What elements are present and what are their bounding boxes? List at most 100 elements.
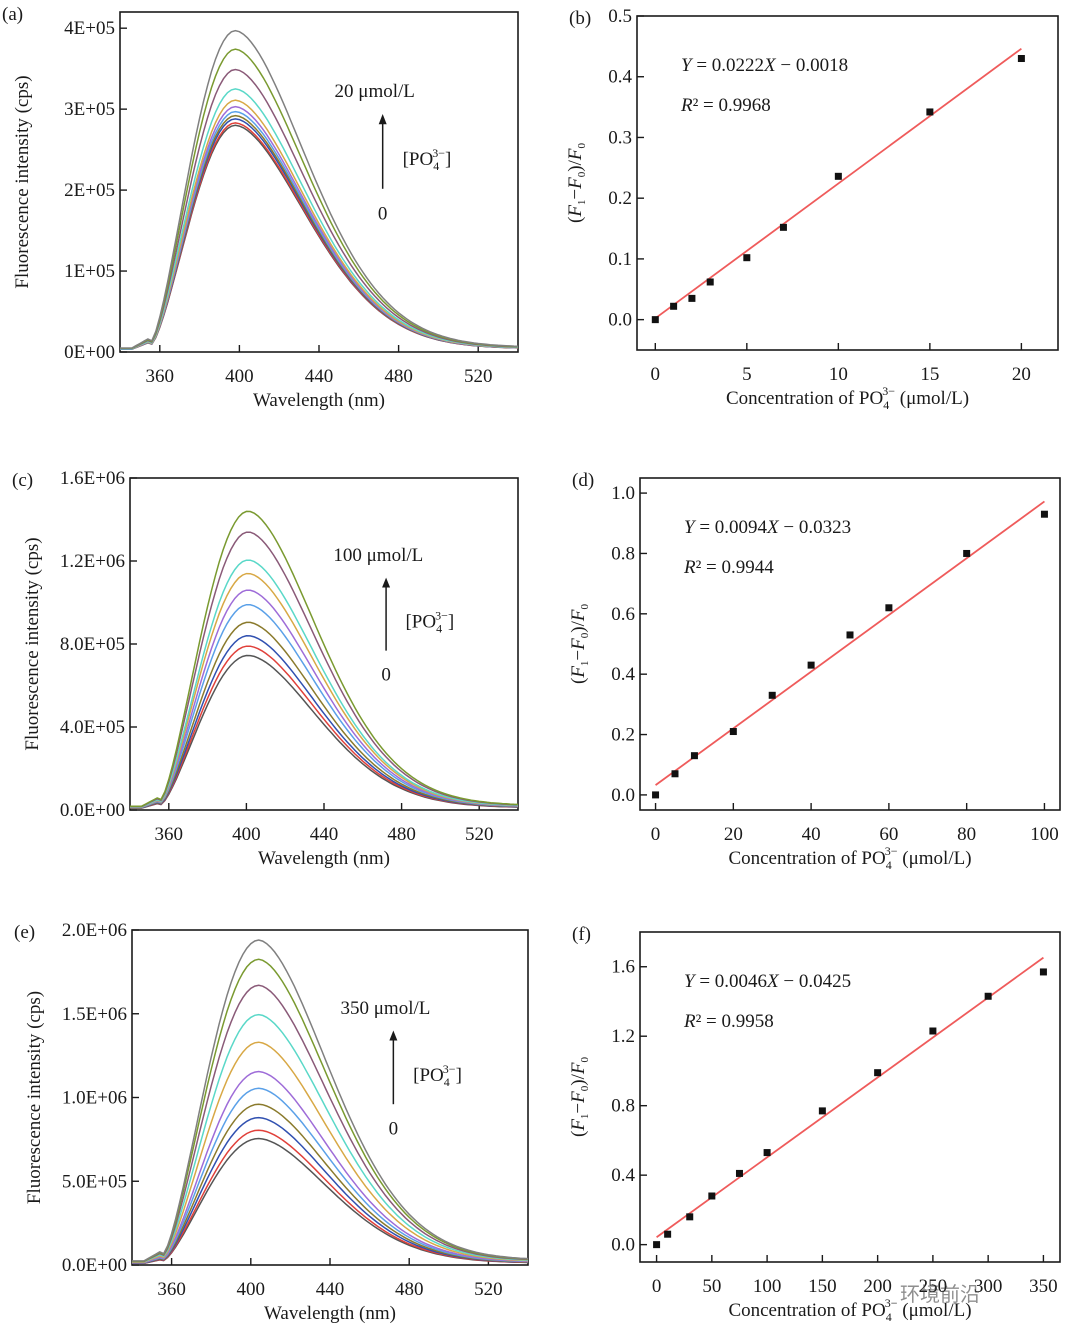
spectrum-line — [120, 68, 519, 350]
y-tick-label: 0.0 — [608, 310, 632, 331]
panel-f: (f) 0 50 100 150 200 250 300 350 0.0 0.4 0.8 1.2 1.6 C… — [568, 924, 1061, 1324]
annotation-top: 350 μmol/L — [340, 998, 430, 1019]
y-tick-label: 0E+00 — [64, 342, 115, 363]
x-tick-label: 400 — [237, 1279, 266, 1300]
spectrum-line — [130, 572, 519, 808]
x-tick-label: 480 — [387, 824, 416, 845]
fit-equation: Y = 0.0094X − 0.0323 — [684, 517, 851, 538]
data-point — [735, 1169, 743, 1177]
spectrum-line — [132, 1087, 529, 1264]
spectrum-line — [132, 1041, 529, 1263]
annotation-bottom: 0 — [389, 1118, 399, 1139]
data-point — [984, 992, 992, 1000]
annotation-bottom: 0 — [378, 203, 388, 224]
x-axis-label-units: (μmol/L) — [895, 388, 969, 409]
r-squared: R² = 0.9944 — [683, 557, 774, 578]
x-axis-label-sup: 3− — [882, 384, 895, 398]
x-tick-label: 480 — [384, 366, 413, 387]
panel-a: (a) 360 400 440 480 520 0E+00 1E+05 2E+05 3E+05 4E… — [2, 4, 519, 411]
x-tick-label: 60 — [879, 824, 898, 845]
panel-d: (d) 0 20 40 60 80 100 0.0 0.2 0.4 0.6 0.8 1.0 Concent… — [568, 470, 1061, 872]
y-tick-label: 0.3 — [608, 127, 632, 148]
x-tick-label: 80 — [957, 824, 976, 845]
y-tick-label: 0.4 — [608, 67, 632, 88]
x-axis-label-units: (μmol/L) — [898, 1300, 972, 1321]
r-squared: R² = 0.9968 — [680, 95, 771, 116]
fit-line — [656, 956, 1044, 1238]
fit-equation: Y = 0.0046X − 0.0425 — [684, 971, 851, 992]
spectrum-line — [130, 531, 519, 808]
y-tick-label: 2.0E+06 — [62, 920, 127, 941]
data-point — [652, 791, 660, 799]
spectrum-line — [130, 621, 519, 809]
x-tick-label: 40 — [802, 824, 821, 845]
plot-frame — [639, 931, 1061, 1263]
y-tick-label: 0.6 — [611, 604, 635, 625]
data-point — [874, 1069, 882, 1077]
x-tick-label: 15 — [920, 364, 939, 385]
x-tick-label: 350 — [1029, 1276, 1058, 1297]
x-axis-label-sup: 3− — [885, 1296, 898, 1310]
spectrum-line — [132, 1070, 529, 1264]
data-point — [664, 1230, 672, 1238]
x-tick-label: 250 — [919, 1276, 948, 1297]
x-tick-label: 360 — [155, 824, 184, 845]
spectrum-line — [130, 559, 519, 808]
data-point — [963, 549, 971, 557]
data-point — [834, 172, 842, 180]
fit-equation: Y = 0.0222X − 0.0018 — [681, 55, 848, 76]
y-tick-label: 0.8 — [611, 543, 635, 564]
x-tick-label: 440 — [305, 366, 334, 387]
arrow-head — [382, 577, 391, 588]
y-axis-label: Fluorescence intensity (cps) — [22, 537, 43, 750]
x-axis-label-sub: 4 — [886, 858, 892, 872]
panel-label: (a) — [2, 4, 23, 25]
y-tick-label: 1.6E+06 — [60, 468, 125, 489]
data-point — [818, 1107, 826, 1115]
y-tick-label: 0.2 — [608, 188, 632, 209]
x-axis-label-sub: 4 — [886, 1310, 892, 1324]
x-tick-label: 10 — [829, 364, 848, 385]
data-point — [670, 302, 678, 310]
y-axis-label: (F1−F0)/F0 — [565, 143, 588, 223]
r-squared: R² = 0.9958 — [683, 1011, 774, 1032]
spectrum-line — [132, 939, 529, 1262]
panel-label: (f) — [572, 924, 591, 945]
y-tick-label: 1.0 — [611, 483, 635, 504]
arrow-head — [378, 114, 387, 125]
data-point — [846, 631, 854, 639]
y-tick-label: 0.0 — [611, 1235, 635, 1256]
data-point — [651, 316, 659, 324]
y-tick-label: 1.0E+06 — [62, 1088, 127, 1109]
y-tick-label: 0.0E+00 — [60, 800, 125, 821]
data-point — [779, 223, 787, 231]
y-tick-label: 2E+05 — [64, 180, 115, 201]
x-tick-label: 5 — [742, 364, 752, 385]
x-tick-label: 0 — [652, 1276, 662, 1297]
data-point — [763, 1149, 771, 1157]
y-tick-label: 1E+05 — [64, 261, 115, 282]
data-point — [706, 278, 714, 286]
y-tick-label: 0.8 — [611, 1096, 635, 1117]
x-tick-label: 150 — [808, 1276, 837, 1297]
x-tick-label: 200 — [863, 1276, 892, 1297]
annotation-bottom: 0 — [381, 665, 391, 686]
x-tick-label: 0 — [651, 364, 661, 385]
panel-b: (b) 0 5 10 15 20 0.0 0.1 0.2 0.3 0.4 0.5 Concentrati… — [565, 6, 1059, 412]
x-tick-label: 480 — [395, 1279, 424, 1300]
spectrum-line — [132, 1103, 529, 1264]
data-point — [729, 728, 737, 736]
watermark-text: 环境前沿 — [900, 1282, 980, 1306]
x-tick-label: 520 — [474, 1279, 503, 1300]
x-tick-label: 520 — [464, 366, 493, 387]
panel-label: (b) — [569, 8, 591, 29]
x-tick-label: 50 — [702, 1276, 721, 1297]
panel-label: (d) — [572, 470, 594, 491]
panel-e: (e) 360 400 440 480 520 0.0E+00 5.0E+05 1.0E+06 1… — [14, 920, 529, 1324]
panel-label: (c) — [12, 470, 33, 491]
data-point — [708, 1192, 716, 1200]
x-tick-label: 360 — [157, 1279, 186, 1300]
y-tick-label: 1.5E+06 — [62, 1004, 127, 1025]
x-tick-label: 400 — [225, 366, 254, 387]
